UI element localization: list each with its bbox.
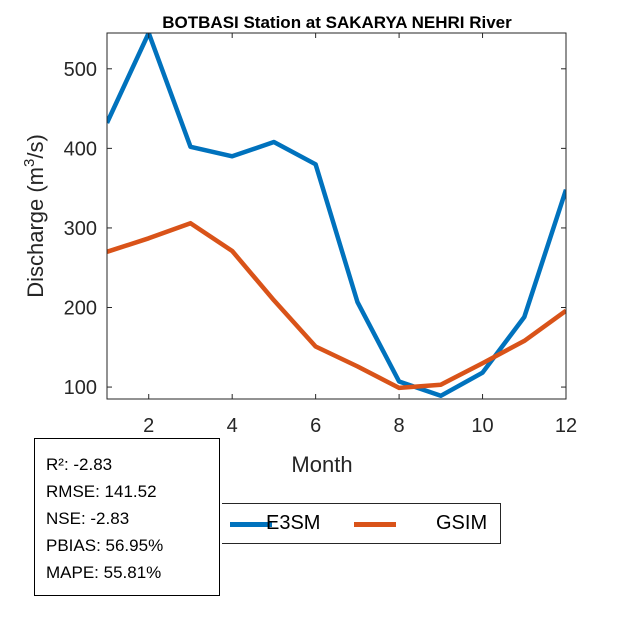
legend-line-gsim <box>354 522 396 527</box>
x-tick-label: 4 <box>227 415 238 437</box>
stats-box: R²: -2.83 RMSE: 141.52 NSE: -2.83 PBIAS:… <box>34 438 220 596</box>
legend: E3SM GSIM <box>222 503 501 544</box>
plot-area <box>107 33 566 399</box>
y-tick-label: 400 <box>64 138 97 160</box>
axes-box <box>106 32 567 400</box>
y-axis-label-main: Discharge (m <box>23 167 48 298</box>
y-tick-label: 500 <box>64 59 97 81</box>
y-axis-label: Discharge (m3/s) <box>21 134 48 298</box>
series-line-e3sm <box>107 33 566 399</box>
series-layer <box>107 33 566 399</box>
stat-rmse: RMSE: 141.52 <box>46 482 157 501</box>
stat-r2: R²: -2.83 <box>46 455 113 474</box>
y-tick-label: 300 <box>64 218 97 240</box>
stat-pbias: PBIAS: 56.95% <box>46 536 164 555</box>
stat-mape: MAPE: 55.81% <box>46 563 162 582</box>
legend-label-gsim: GSIM <box>436 512 488 534</box>
y-axis-label-superscript: 3 <box>21 159 38 167</box>
x-tick-label: 12 <box>555 415 577 437</box>
legend-line-e3sm <box>230 522 272 527</box>
legend-label-e3sm: E3SM <box>266 512 321 534</box>
series-line-gsim <box>107 220 566 391</box>
stat-nse: NSE: -2.83 <box>46 509 130 528</box>
y-tick-label: 100 <box>64 377 97 399</box>
y-tick-label: 200 <box>64 298 97 320</box>
chart-title: BOTBASI Station at SAKARYA NEHRI River <box>162 13 512 32</box>
x-tick-label: 2 <box>143 415 154 437</box>
x-tick-label: 8 <box>394 415 405 437</box>
x-tick-label: 10 <box>471 415 493 437</box>
x-axis-label: Month <box>291 452 352 477</box>
y-axis-label-tail: /s) <box>23 134 48 158</box>
x-tick-label: 6 <box>310 415 321 437</box>
axes: 2 4 6 8 10 12 100 200 300 400 500 <box>64 32 577 437</box>
